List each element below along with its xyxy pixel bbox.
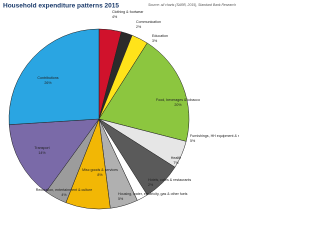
slice-value: 5% <box>118 197 124 201</box>
slice-value: 26% <box>44 81 52 85</box>
slice-value: 5% <box>190 139 196 143</box>
slice-label: Food, beverages & tobacco <box>156 98 200 102</box>
slice-label: Health <box>171 156 181 160</box>
slice-value: 7% <box>173 161 179 165</box>
slice-label: Transport <box>34 146 49 150</box>
slice-value: 4% <box>112 15 118 19</box>
slice-label: Misc goods & services <box>82 168 118 172</box>
slice-value: 3% <box>152 39 158 43</box>
chart: Household expenditure patterns 2015 Sour… <box>3 3 239 210</box>
slice-label: Housing, water, electricity, gas & other… <box>118 192 188 196</box>
slice-label: Education <box>152 34 168 38</box>
slice-label: Contributions <box>37 76 58 80</box>
pie-slice <box>8 28 100 125</box>
slice-value: 20% <box>174 103 182 107</box>
pie <box>8 28 190 210</box>
slice-value: 14% <box>38 151 46 155</box>
slice-value: 2% <box>148 183 154 187</box>
pie-slice <box>8 118 100 193</box>
slice-label: Recreation, entertainment & culture <box>36 188 93 192</box>
labels: Clothing & footwear4%Communication2%Educ… <box>34 10 239 201</box>
chart-title: Household expenditure patterns 2015 <box>3 3 119 10</box>
slice-value: 8% <box>97 173 103 177</box>
pie-slice <box>98 42 190 142</box>
slice-value: 4% <box>61 193 67 197</box>
slice-value: 2% <box>136 25 142 29</box>
slice-label: Communication <box>136 20 161 24</box>
slice-label: Clothing & footwear <box>112 10 144 14</box>
chart-source: Source: all charts (SARB, 2015), Standar… <box>148 3 236 7</box>
slice-label: Hotels, cafes & restaurants <box>148 178 191 182</box>
slice-label: Furnishings, HH equipment & routine main… <box>190 134 239 138</box>
